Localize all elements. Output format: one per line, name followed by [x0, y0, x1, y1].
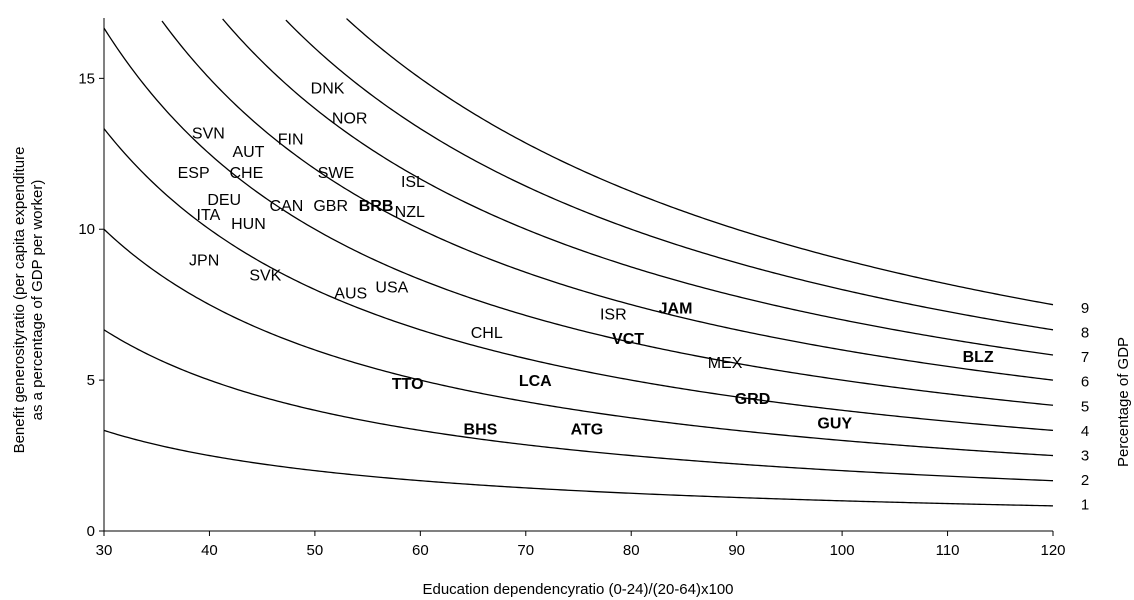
country-labels: DNK NOR SVN AUT FIN ESP CHE SWE ISL DEU CAN GBR BRB N…: [178, 80, 994, 438]
curve-label-7: 7: [1081, 349, 1089, 366]
x-ticks: 30 40 50 60 70 80 90 100 110 120: [96, 531, 1066, 559]
curve-label-5: 5: [1081, 398, 1089, 415]
country-label-vct: VCT: [612, 331, 644, 348]
country-label-can: CAN: [270, 198, 304, 215]
y-tick-label: 0: [87, 523, 95, 540]
country-label-che: CHE: [229, 165, 263, 182]
gdp-percentage-labels: 1 2 3 4 5 6 7 8 9: [1081, 300, 1089, 513]
country-label-aut: AUT: [232, 144, 264, 161]
country-label-chl: CHL: [471, 325, 503, 342]
country-label-tto: TTO: [392, 376, 424, 393]
x-tick-label: 60: [412, 542, 429, 559]
curve-label-3: 3: [1081, 447, 1089, 464]
iso-curve-8: [285, 19, 1054, 331]
curve-label-4: 4: [1081, 423, 1089, 440]
country-label-atg: ATG: [571, 421, 604, 438]
country-label-grd: GRD: [735, 391, 771, 408]
iso-curve-9: [346, 18, 1054, 306]
country-label-swe: SWE: [318, 165, 354, 182]
x-tick-label: 40: [201, 542, 218, 559]
country-label-nor: NOR: [332, 111, 368, 128]
axes: 30 40 50 60 70 80 90 100 110 120 0 5 10 15: [78, 18, 1066, 559]
country-label-svn: SVN: [192, 126, 225, 143]
country-label-fin: FIN: [278, 132, 304, 149]
country-label-guy: GUY: [817, 415, 852, 432]
x-tick-label: 50: [307, 542, 324, 559]
country-label-nzl: NZL: [395, 204, 425, 221]
x-tick-label: 70: [517, 542, 534, 559]
country-label-isl: ISL: [401, 174, 425, 191]
country-label-brb: BRB: [359, 198, 394, 215]
country-label-svk: SVK: [249, 268, 281, 285]
iso-curve-4: [103, 128, 1054, 432]
country-label-blz: BLZ: [963, 349, 994, 366]
right-axis-title: Percentage of GDP: [1115, 337, 1132, 467]
country-label-bhs: BHS: [464, 421, 498, 438]
country-label-aus: AUS: [334, 286, 367, 303]
country-label-ita: ITA: [197, 207, 221, 224]
iso-curve-7: [222, 18, 1054, 356]
y-axis-title-line-2: as a percentage of GDP per worker): [29, 180, 46, 421]
x-tick-label: 110: [936, 542, 960, 559]
curve-label-8: 8: [1081, 325, 1089, 342]
country-label-jpn: JPN: [189, 252, 219, 269]
iso-curve-6: [161, 20, 1054, 381]
x-tick-label: 80: [623, 542, 640, 559]
country-label-deu: DEU: [207, 192, 241, 209]
y-tick-label: 5: [87, 372, 95, 389]
curve-label-9: 9: [1081, 300, 1089, 317]
country-label-esp: ESP: [178, 165, 210, 182]
curve-label-6: 6: [1081, 374, 1089, 391]
iso-curve-5: [103, 27, 1054, 406]
curve-label-1: 1: [1081, 496, 1089, 513]
country-label-gbr: GBR: [313, 198, 348, 215]
x-tick-label: 120: [1040, 542, 1065, 559]
country-label-hun: HUN: [231, 216, 266, 233]
y-axis-title-line-1: Benefit generosityratio (per capita expe…: [11, 147, 28, 454]
y-tick-label: 15: [78, 70, 95, 87]
country-label-usa: USA: [375, 280, 408, 297]
country-label-mex: MEX: [708, 355, 743, 372]
y-tick-label: 10: [78, 221, 95, 238]
country-label-lca: LCA: [519, 373, 552, 390]
x-tick-label: 30: [96, 542, 113, 559]
x-tick-label: 90: [728, 542, 745, 559]
y-ticks: 0 5 10 15: [78, 70, 104, 540]
x-axis-title: Education dependencyratio (0-24)/(20-64)…: [422, 581, 733, 598]
iso-curve-2: [103, 329, 1054, 482]
curve-label-2: 2: [1081, 472, 1089, 489]
iso-curves: [103, 18, 1054, 507]
country-label-dnk: DNK: [311, 80, 345, 97]
iso-curve-3: [103, 228, 1054, 457]
country-label-isr: ISR: [600, 307, 627, 324]
country-label-jam: JAM: [659, 301, 693, 318]
iso-curve-1: [103, 429, 1054, 507]
x-tick-label: 100: [830, 542, 855, 559]
